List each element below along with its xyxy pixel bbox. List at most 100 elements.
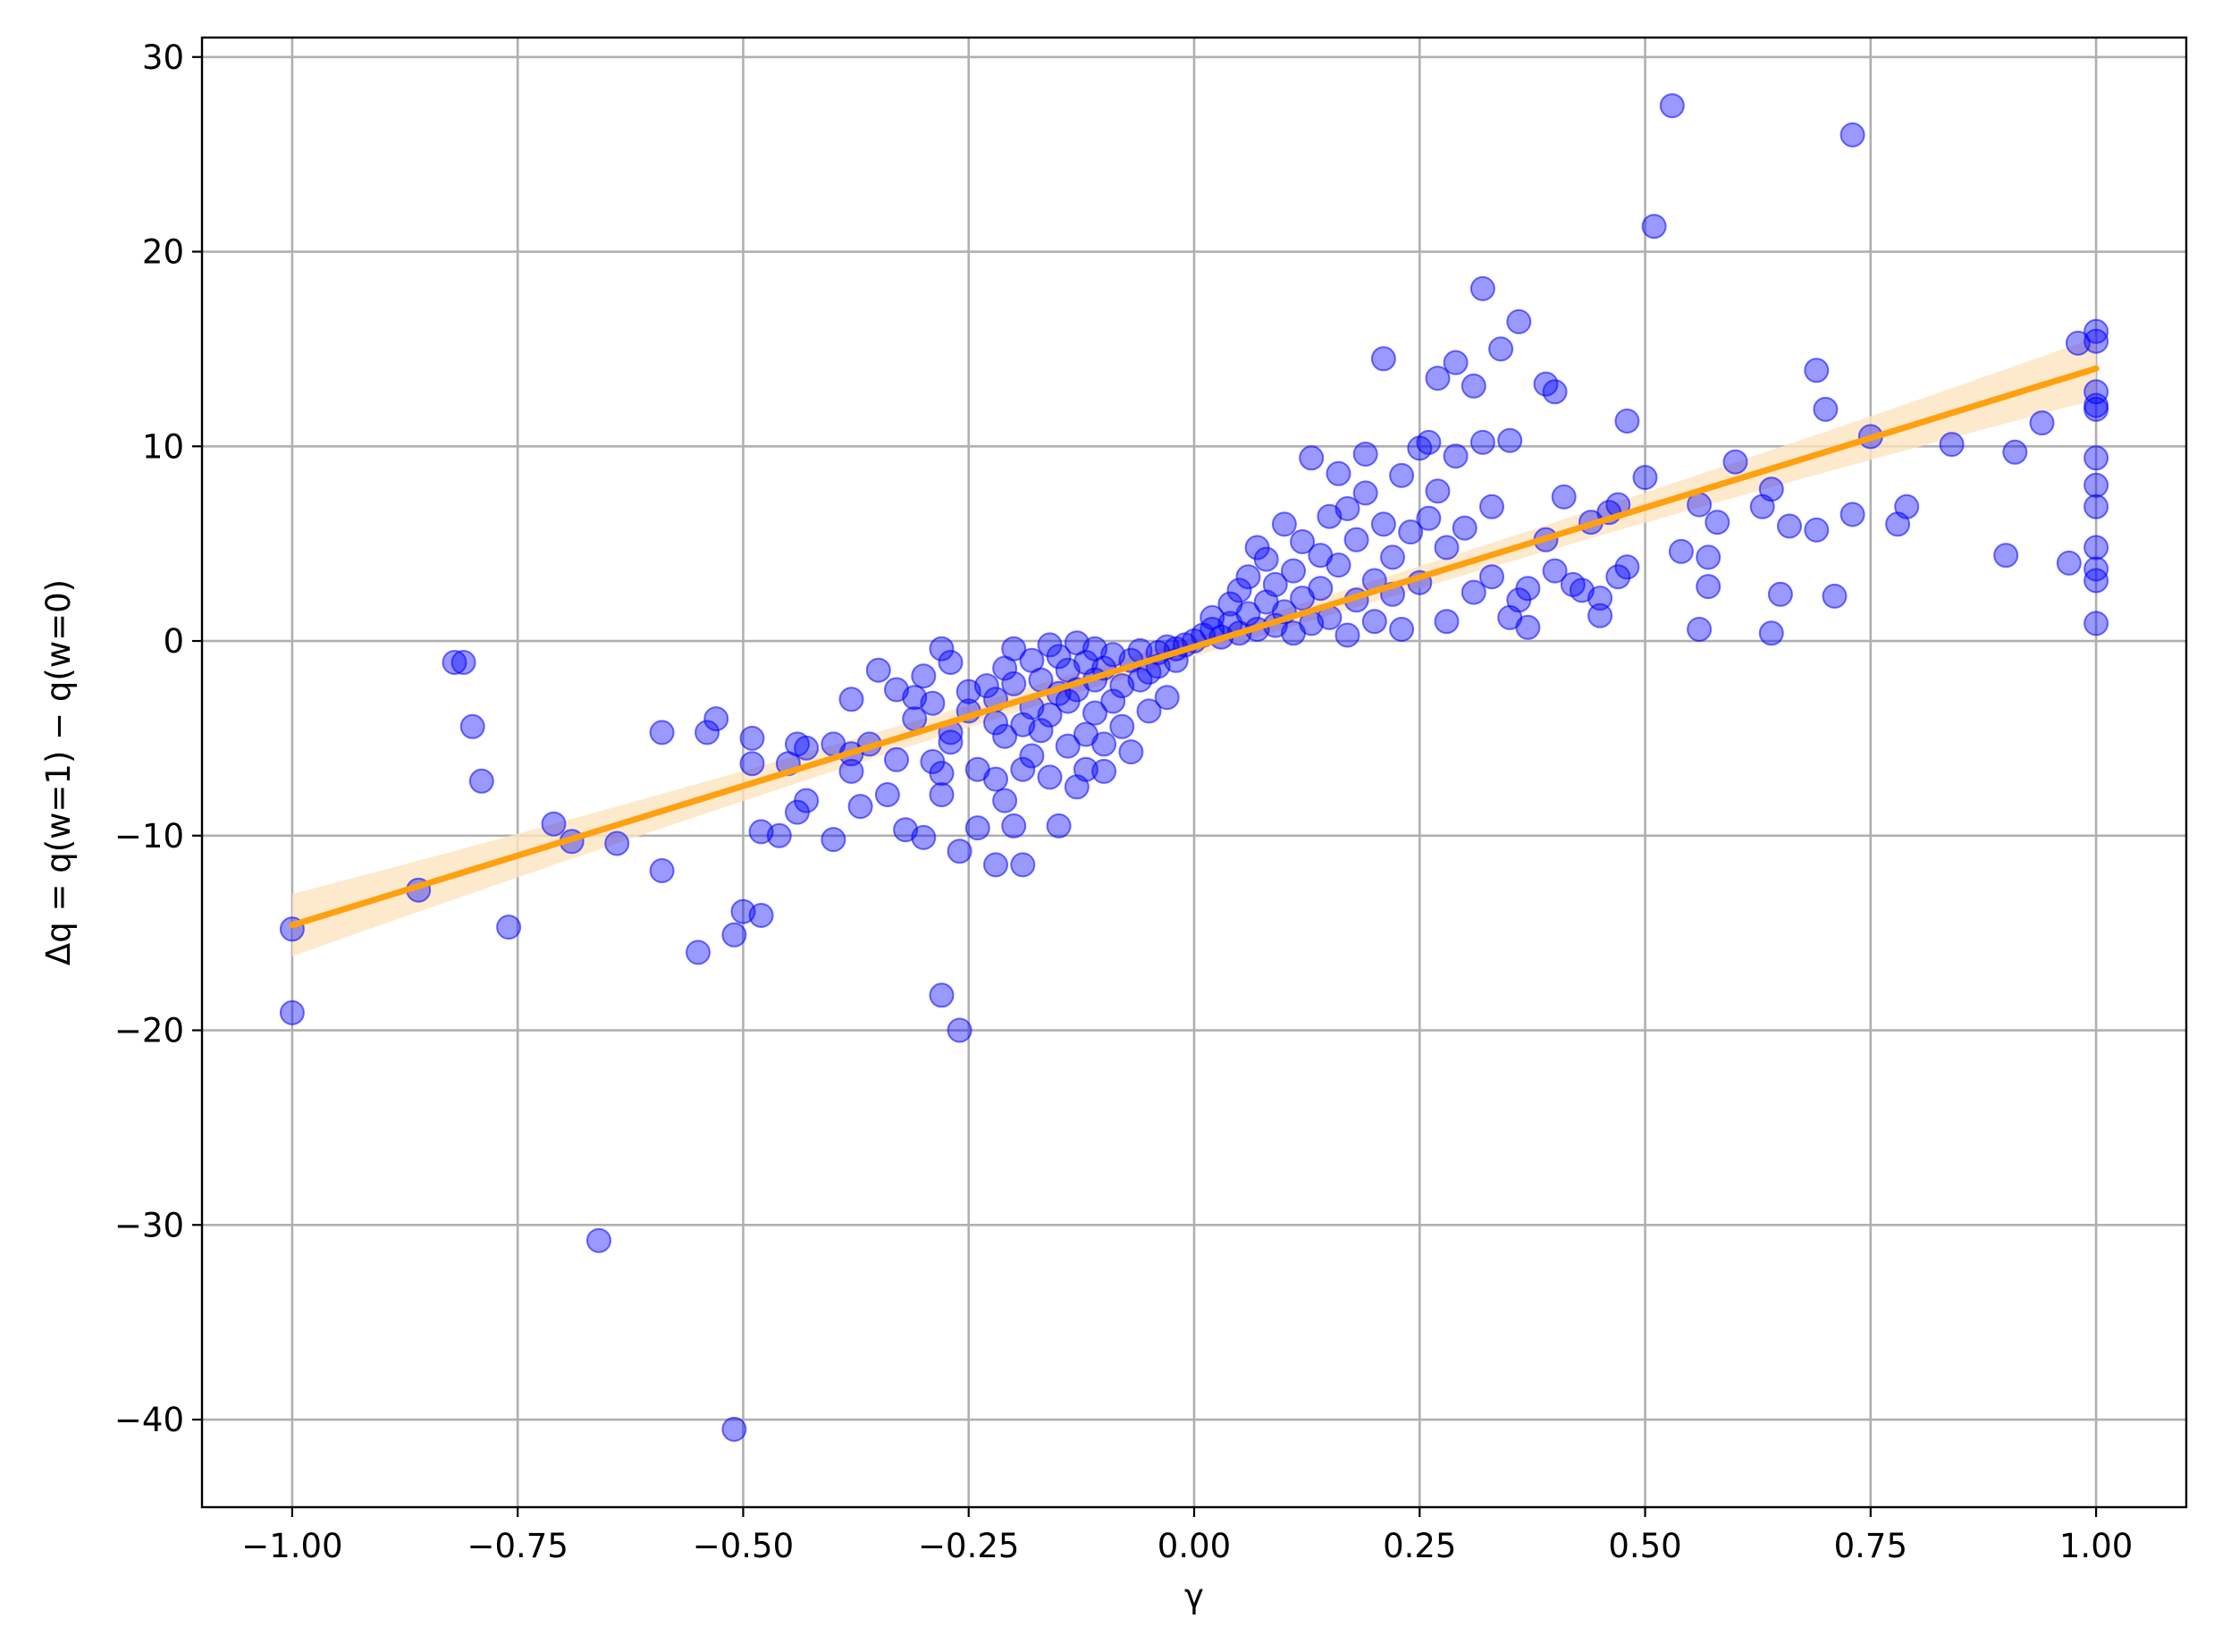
scatter-point (1425, 366, 1451, 392)
scatter-point (1253, 546, 1279, 572)
scatter-point (1416, 505, 1442, 531)
scatter-point (1055, 733, 1081, 759)
scatter-point (1479, 493, 1504, 519)
scatter-point (1028, 718, 1054, 744)
x-tick-label: 0.00 (1158, 1527, 1231, 1565)
scatter-point (1993, 543, 2019, 569)
scatter-point (279, 999, 305, 1025)
scatter-point (1696, 544, 1722, 570)
scatter-point (2084, 328, 2109, 354)
scatter-point (1380, 544, 1405, 570)
scatter-point (686, 940, 711, 965)
scatter-point (938, 729, 964, 755)
scatter-point (1136, 698, 1162, 724)
scatter-point (865, 657, 891, 683)
scatter-point (992, 788, 1018, 813)
scatter-point (1118, 739, 1144, 765)
scatter-point (1696, 574, 1722, 600)
scatter-point (1299, 445, 1325, 471)
scatter-point (1551, 484, 1577, 510)
scatter-point (1001, 636, 1027, 662)
scatter-point (1082, 700, 1107, 726)
scatter-point (649, 858, 675, 883)
scatter-point (1326, 460, 1351, 486)
scatter-point (1398, 519, 1424, 545)
scatter-point (794, 735, 820, 761)
scatter-point (1469, 429, 1495, 455)
scatter-point (1370, 346, 1396, 372)
scatter-point (947, 1017, 972, 1043)
scatter-point (1839, 502, 1865, 527)
scatter-point (1515, 576, 1541, 602)
scatter-point (1109, 713, 1135, 739)
scatter-point (1605, 564, 1631, 590)
y-tick-label: 20 (142, 233, 184, 272)
scatter-point (1813, 396, 1839, 422)
scatter-point (1434, 535, 1460, 560)
scatter-point (1389, 462, 1415, 488)
scatter-point (541, 811, 567, 837)
y-axis-label: Δq = q(w=1) − q(w=0) (39, 579, 78, 965)
scatter-point (1290, 529, 1316, 554)
scatter-point (1894, 493, 1920, 519)
x-tick-label: 0.25 (1383, 1527, 1456, 1565)
scatter-point (468, 768, 494, 794)
scatter-point (1073, 756, 1099, 782)
regression-line (289, 365, 2100, 929)
scatter-point (2056, 550, 2082, 576)
scatter-point (1479, 564, 1504, 590)
x-tick-label: 0.50 (1608, 1527, 1681, 1565)
scatter-point (2084, 472, 2109, 498)
scatter-point (450, 650, 476, 675)
scatter-point (1010, 756, 1036, 782)
scatter-point (1687, 617, 1713, 642)
scatter-point (929, 982, 955, 1008)
scatter-point (1542, 558, 1568, 584)
scatter-point (911, 824, 937, 850)
scatter-point (2084, 379, 2109, 405)
scatter-point (1515, 614, 1541, 640)
scatter-point (442, 650, 467, 675)
scatter-point (1469, 275, 1495, 301)
scatter-point (1352, 480, 1378, 506)
scatter-point (695, 720, 720, 746)
x-tick-label: −0.50 (693, 1527, 794, 1565)
y-tick-label: −20 (114, 1012, 184, 1050)
scatter-point (1370, 511, 1396, 537)
scatter-point (721, 922, 747, 948)
scatter-point (496, 914, 522, 940)
scatter-point (1010, 852, 1036, 878)
scatter-point (1235, 564, 1261, 590)
scatter-point (1037, 764, 1063, 790)
scatter-point (1461, 579, 1486, 605)
scatter-point (1804, 517, 1830, 543)
scatter-point (1443, 443, 1469, 469)
scatter-point (1281, 558, 1306, 584)
x-tick-label: −0.75 (467, 1527, 568, 1565)
scatter-point (920, 690, 946, 716)
scatter-point (947, 839, 972, 864)
scatter-point (1668, 538, 1694, 564)
y-tick-label: −30 (114, 1206, 184, 1244)
scatter-point (649, 720, 675, 746)
scatter-point (748, 903, 774, 928)
y-tick-label: 30 (142, 38, 184, 77)
scatter-point (1037, 702, 1063, 728)
scatter-point (2084, 493, 2109, 519)
scatter-point (1100, 688, 1126, 714)
scatter-point (964, 815, 990, 841)
scatter-point (794, 788, 820, 813)
scatter-point (1488, 336, 1514, 362)
scatter-point (1614, 409, 1640, 434)
y-tick-label: −40 (114, 1401, 184, 1439)
scatter-point (1705, 510, 1730, 535)
x-tick-label: 0.75 (1834, 1527, 1907, 1565)
scatter-point (1416, 429, 1442, 455)
scatter-point (1767, 581, 1793, 607)
scatter-point (1614, 554, 1640, 580)
scatter-point (1587, 603, 1613, 628)
scatter-point (983, 852, 1008, 878)
y-tick-label: 10 (142, 427, 184, 466)
scatter-point (911, 663, 937, 689)
